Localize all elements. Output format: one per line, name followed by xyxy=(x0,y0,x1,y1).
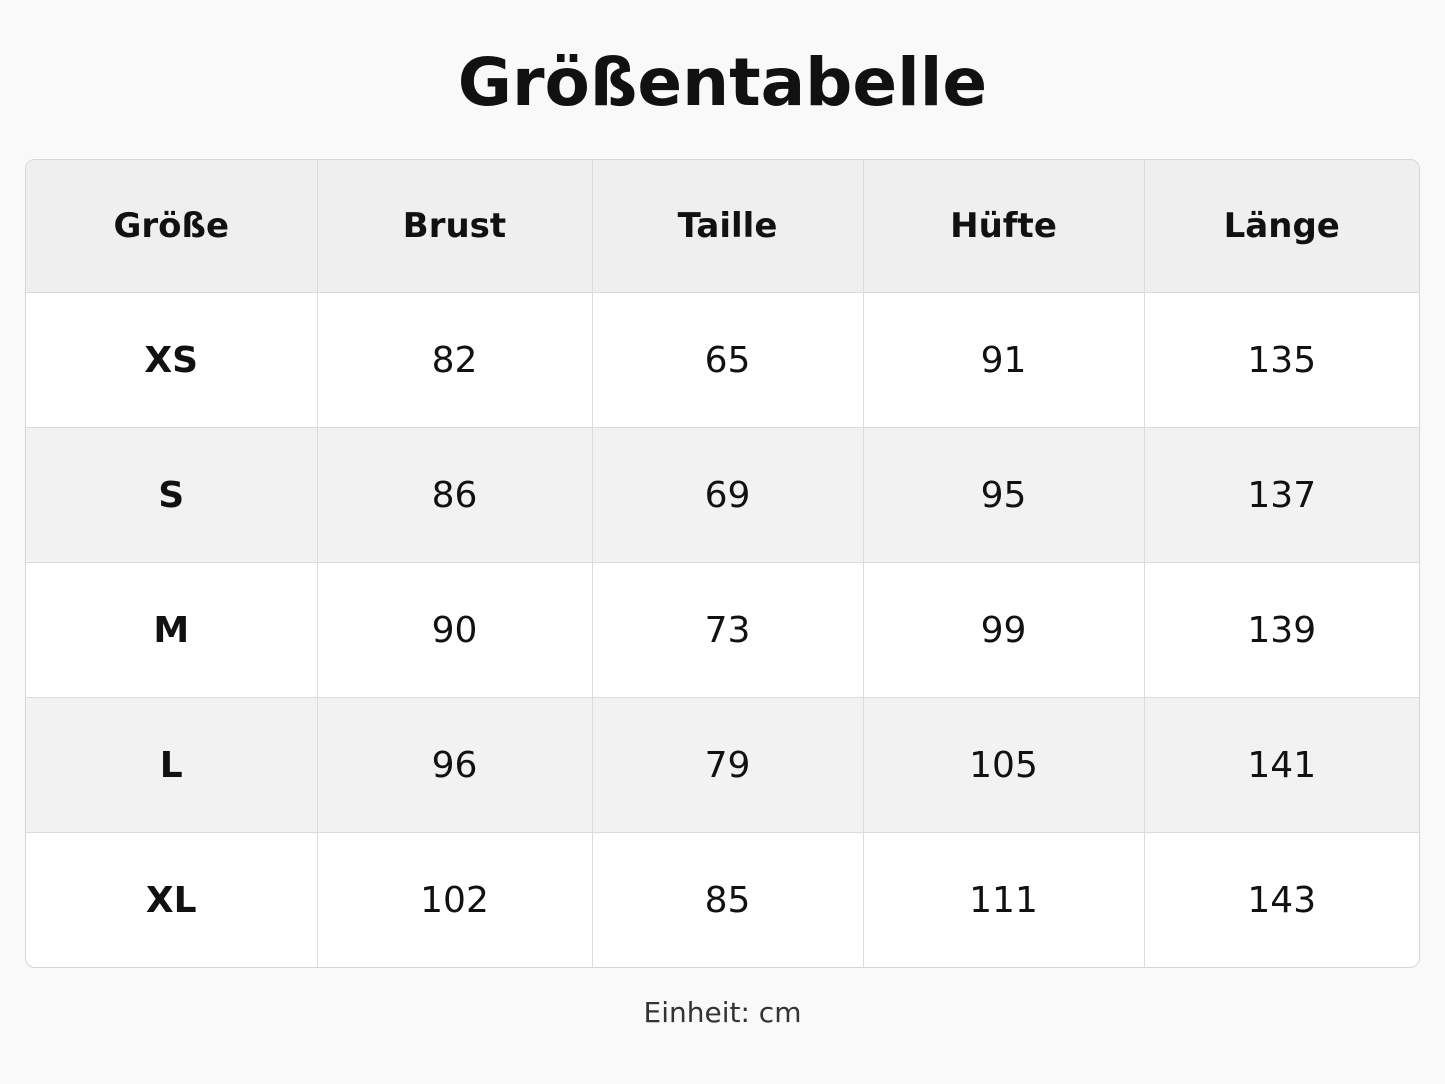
unit-note: Einheit: cm xyxy=(643,996,802,1029)
column-header: Brust xyxy=(316,160,593,293)
table-row: L 96 79 105 141 xyxy=(26,697,1419,833)
header-row: Größe Brust Taille Hüfte Länge xyxy=(26,160,1419,293)
measure-cell: 95 xyxy=(862,427,1145,563)
table-body: XS 82 65 91 135 S 86 69 95 137 M 90 73 99 139 L 96 79 105 1… xyxy=(26,292,1419,967)
measure-cell: 86 xyxy=(316,427,593,563)
title: Größentabelle xyxy=(457,44,988,121)
measure-cell: 139 xyxy=(1143,562,1419,698)
measure-cell: 137 xyxy=(1143,427,1419,563)
size-cell: S xyxy=(26,427,318,563)
measure-cell: 111 xyxy=(862,832,1145,967)
measure-cell: 69 xyxy=(591,427,864,563)
measure-cell: 99 xyxy=(862,562,1145,698)
measure-cell: 102 xyxy=(316,832,593,967)
table-row: S 86 69 95 137 xyxy=(26,427,1419,563)
size-cell: L xyxy=(26,697,318,833)
size-cell: XS xyxy=(26,292,318,428)
table-row: XS 82 65 91 135 xyxy=(26,292,1419,428)
size-cell: M xyxy=(26,562,318,698)
measure-cell: 143 xyxy=(1143,832,1419,967)
column-header: Hüfte xyxy=(862,160,1145,293)
measure-cell: 91 xyxy=(862,292,1145,428)
size-table: Größe Brust Taille Hüfte Länge XS 82 65 91 135 S 8… xyxy=(26,160,1419,967)
size-table-card: Größe Brust Taille Hüfte Länge XS 82 65 91 135 S 8… xyxy=(25,159,1420,968)
measure-cell: 82 xyxy=(316,292,593,428)
measure-cell: 73 xyxy=(591,562,864,698)
measure-cell: 135 xyxy=(1143,292,1419,428)
column-header: Größe xyxy=(26,160,318,293)
table-row: M 90 73 99 139 xyxy=(26,562,1419,698)
measure-cell: 85 xyxy=(591,832,864,967)
measure-cell: 79 xyxy=(591,697,864,833)
measure-cell: 105 xyxy=(862,697,1145,833)
column-header: Taille xyxy=(591,160,864,293)
size-cell: XL xyxy=(26,832,318,967)
measure-cell: 141 xyxy=(1143,697,1419,833)
column-header: Länge xyxy=(1143,160,1419,293)
measure-cell: 96 xyxy=(316,697,593,833)
table-row: XL 102 85 111 143 xyxy=(26,832,1419,967)
measure-cell: 90 xyxy=(316,562,593,698)
measure-cell: 65 xyxy=(591,292,864,428)
